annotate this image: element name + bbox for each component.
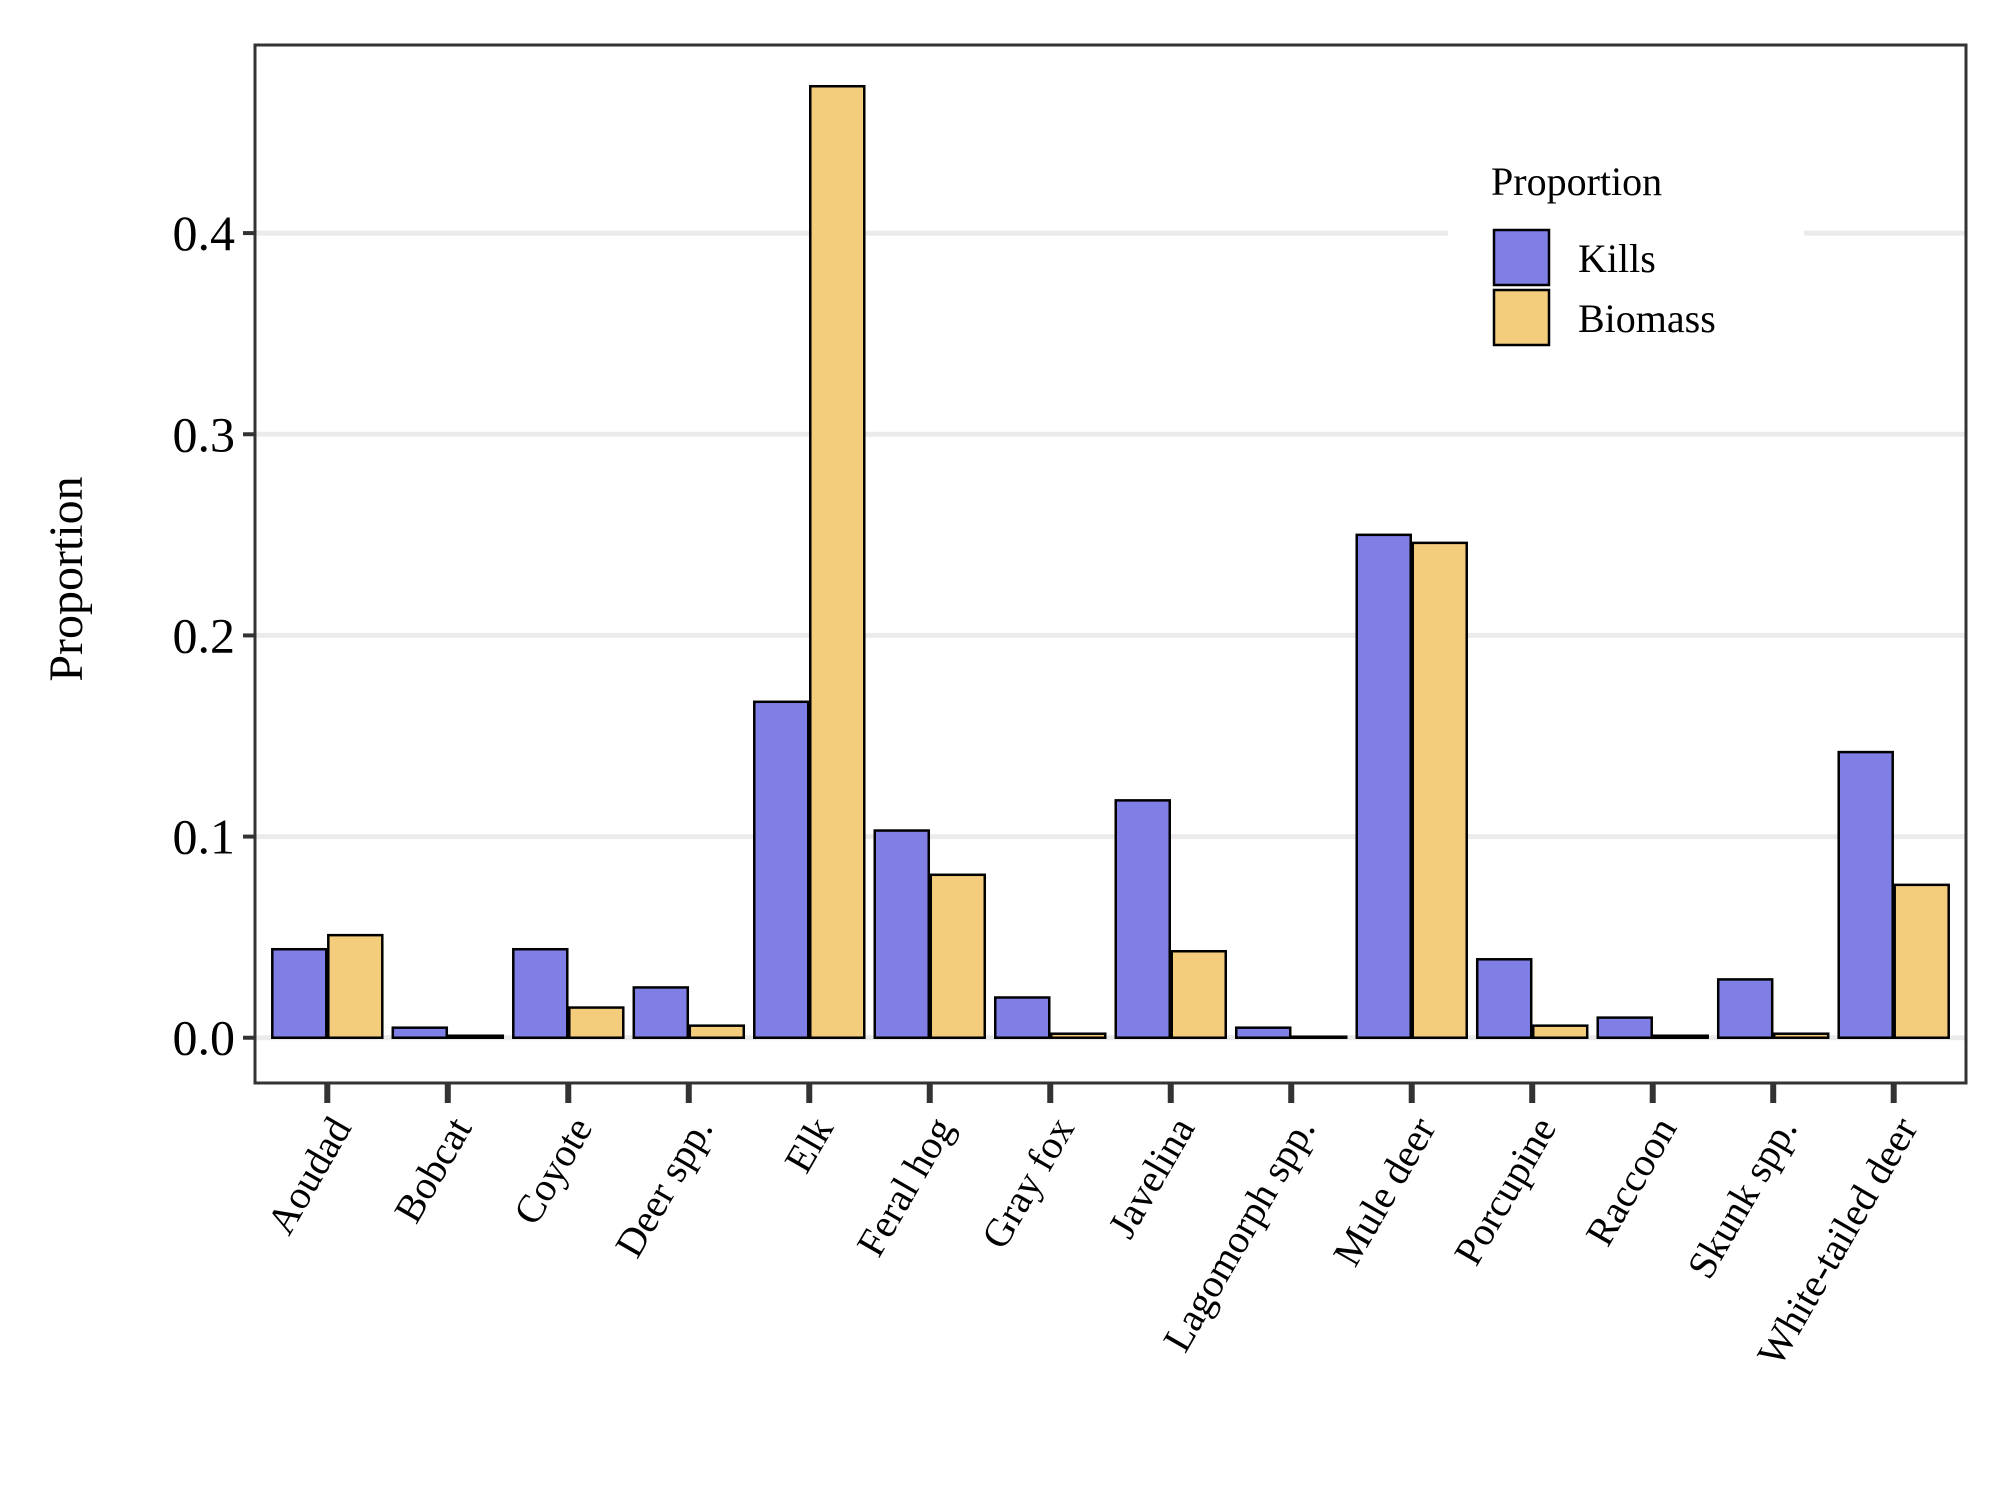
bar-biomass xyxy=(1170,949,1227,1039)
y-tick-label: 0.2 xyxy=(173,607,236,663)
bar-biomass xyxy=(1531,1024,1589,1039)
bar-biomass xyxy=(1652,1034,1709,1039)
bar-biomass xyxy=(327,933,384,1039)
bar-biomass xyxy=(447,1034,505,1039)
bar-biomass xyxy=(1050,1032,1107,1039)
bar-biomass xyxy=(1411,541,1468,1039)
y-axis-label: Proportion xyxy=(40,476,93,681)
legend-title: Proportion xyxy=(1491,159,1662,204)
bar-kills xyxy=(632,986,690,1039)
legend-swatch-kills xyxy=(1492,228,1551,287)
bar-kills xyxy=(391,1026,449,1039)
bar-biomass xyxy=(1290,1035,1348,1039)
y-tick-label: 0.0 xyxy=(173,1010,236,1066)
bar-biomass xyxy=(568,1006,625,1039)
legend: Proportion Kills Biomass xyxy=(1448,140,1804,365)
bar-kills xyxy=(1837,750,1894,1039)
bar-kills xyxy=(512,947,569,1039)
bar-biomass xyxy=(1772,1032,1830,1039)
bar-biomass xyxy=(809,84,866,1039)
legend-swatch-biomass xyxy=(1492,288,1551,347)
bar-biomass xyxy=(688,1024,746,1039)
bar-biomass xyxy=(929,873,987,1039)
y-tick-label: 0.1 xyxy=(173,809,236,865)
bar-kills xyxy=(873,829,931,1039)
bar-kills xyxy=(994,996,1051,1039)
bar-kills xyxy=(1596,1016,1653,1039)
bar-kills xyxy=(753,700,810,1039)
bar-kills xyxy=(1355,533,1412,1039)
bar-biomass xyxy=(1893,883,1950,1039)
bar-kills xyxy=(271,947,328,1039)
bar-kills xyxy=(1234,1026,1292,1039)
y-tick-label: 0.3 xyxy=(173,406,236,462)
legend-label-kills: Kills xyxy=(1578,236,1656,281)
bar-kills xyxy=(1716,978,1774,1039)
bar-kills xyxy=(1114,799,1171,1039)
bars xyxy=(271,84,1950,1039)
plot-panel-border xyxy=(253,43,1968,1085)
legend-label-biomass: Biomass xyxy=(1578,296,1716,341)
bar-kills xyxy=(1475,958,1533,1039)
y-tick-label: 0.4 xyxy=(173,205,236,261)
